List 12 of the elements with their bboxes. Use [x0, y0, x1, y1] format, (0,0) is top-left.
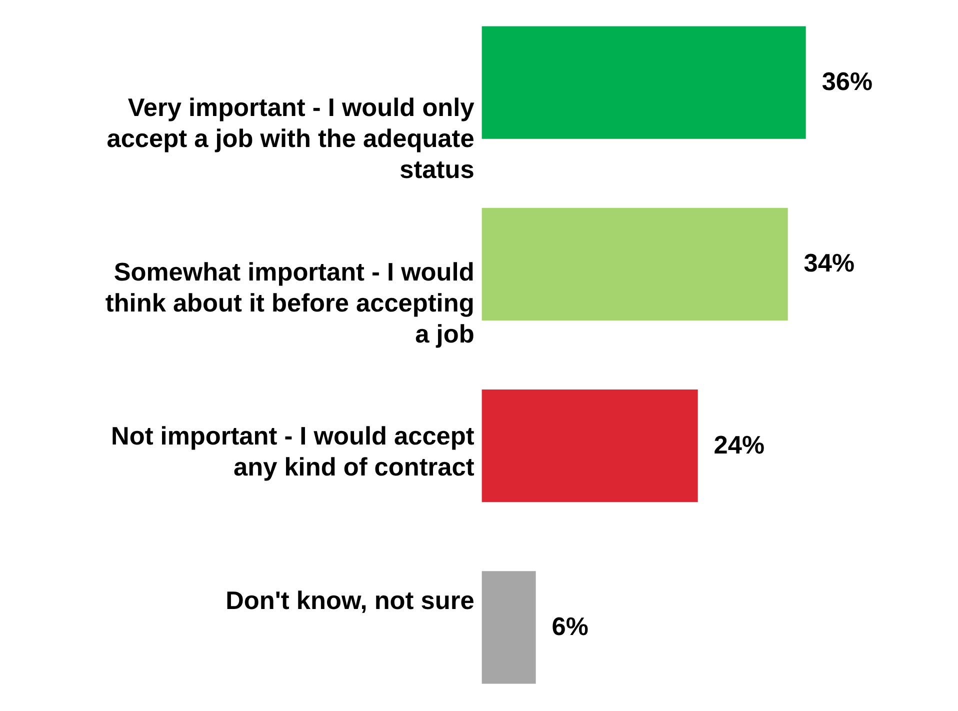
bar — [482, 26, 806, 139]
bar — [482, 390, 698, 502]
bar — [482, 208, 788, 320]
y-tick-label: Very important - I would only accept a job with the adequate status — [106, 94, 474, 184]
data-label: 36% — [822, 68, 873, 96]
bar — [482, 571, 536, 684]
data-label: 34% — [804, 250, 855, 278]
y-tick-label: Not important - I would accept any kind of contract — [111, 422, 475, 482]
y-tick-label: Don't know, not sure — [226, 587, 474, 616]
data-label: 6% — [552, 612, 588, 641]
y-tick-label: Somewhat important - I would think about it before accepting a job — [105, 258, 474, 348]
data-label: 24% — [714, 431, 765, 460]
